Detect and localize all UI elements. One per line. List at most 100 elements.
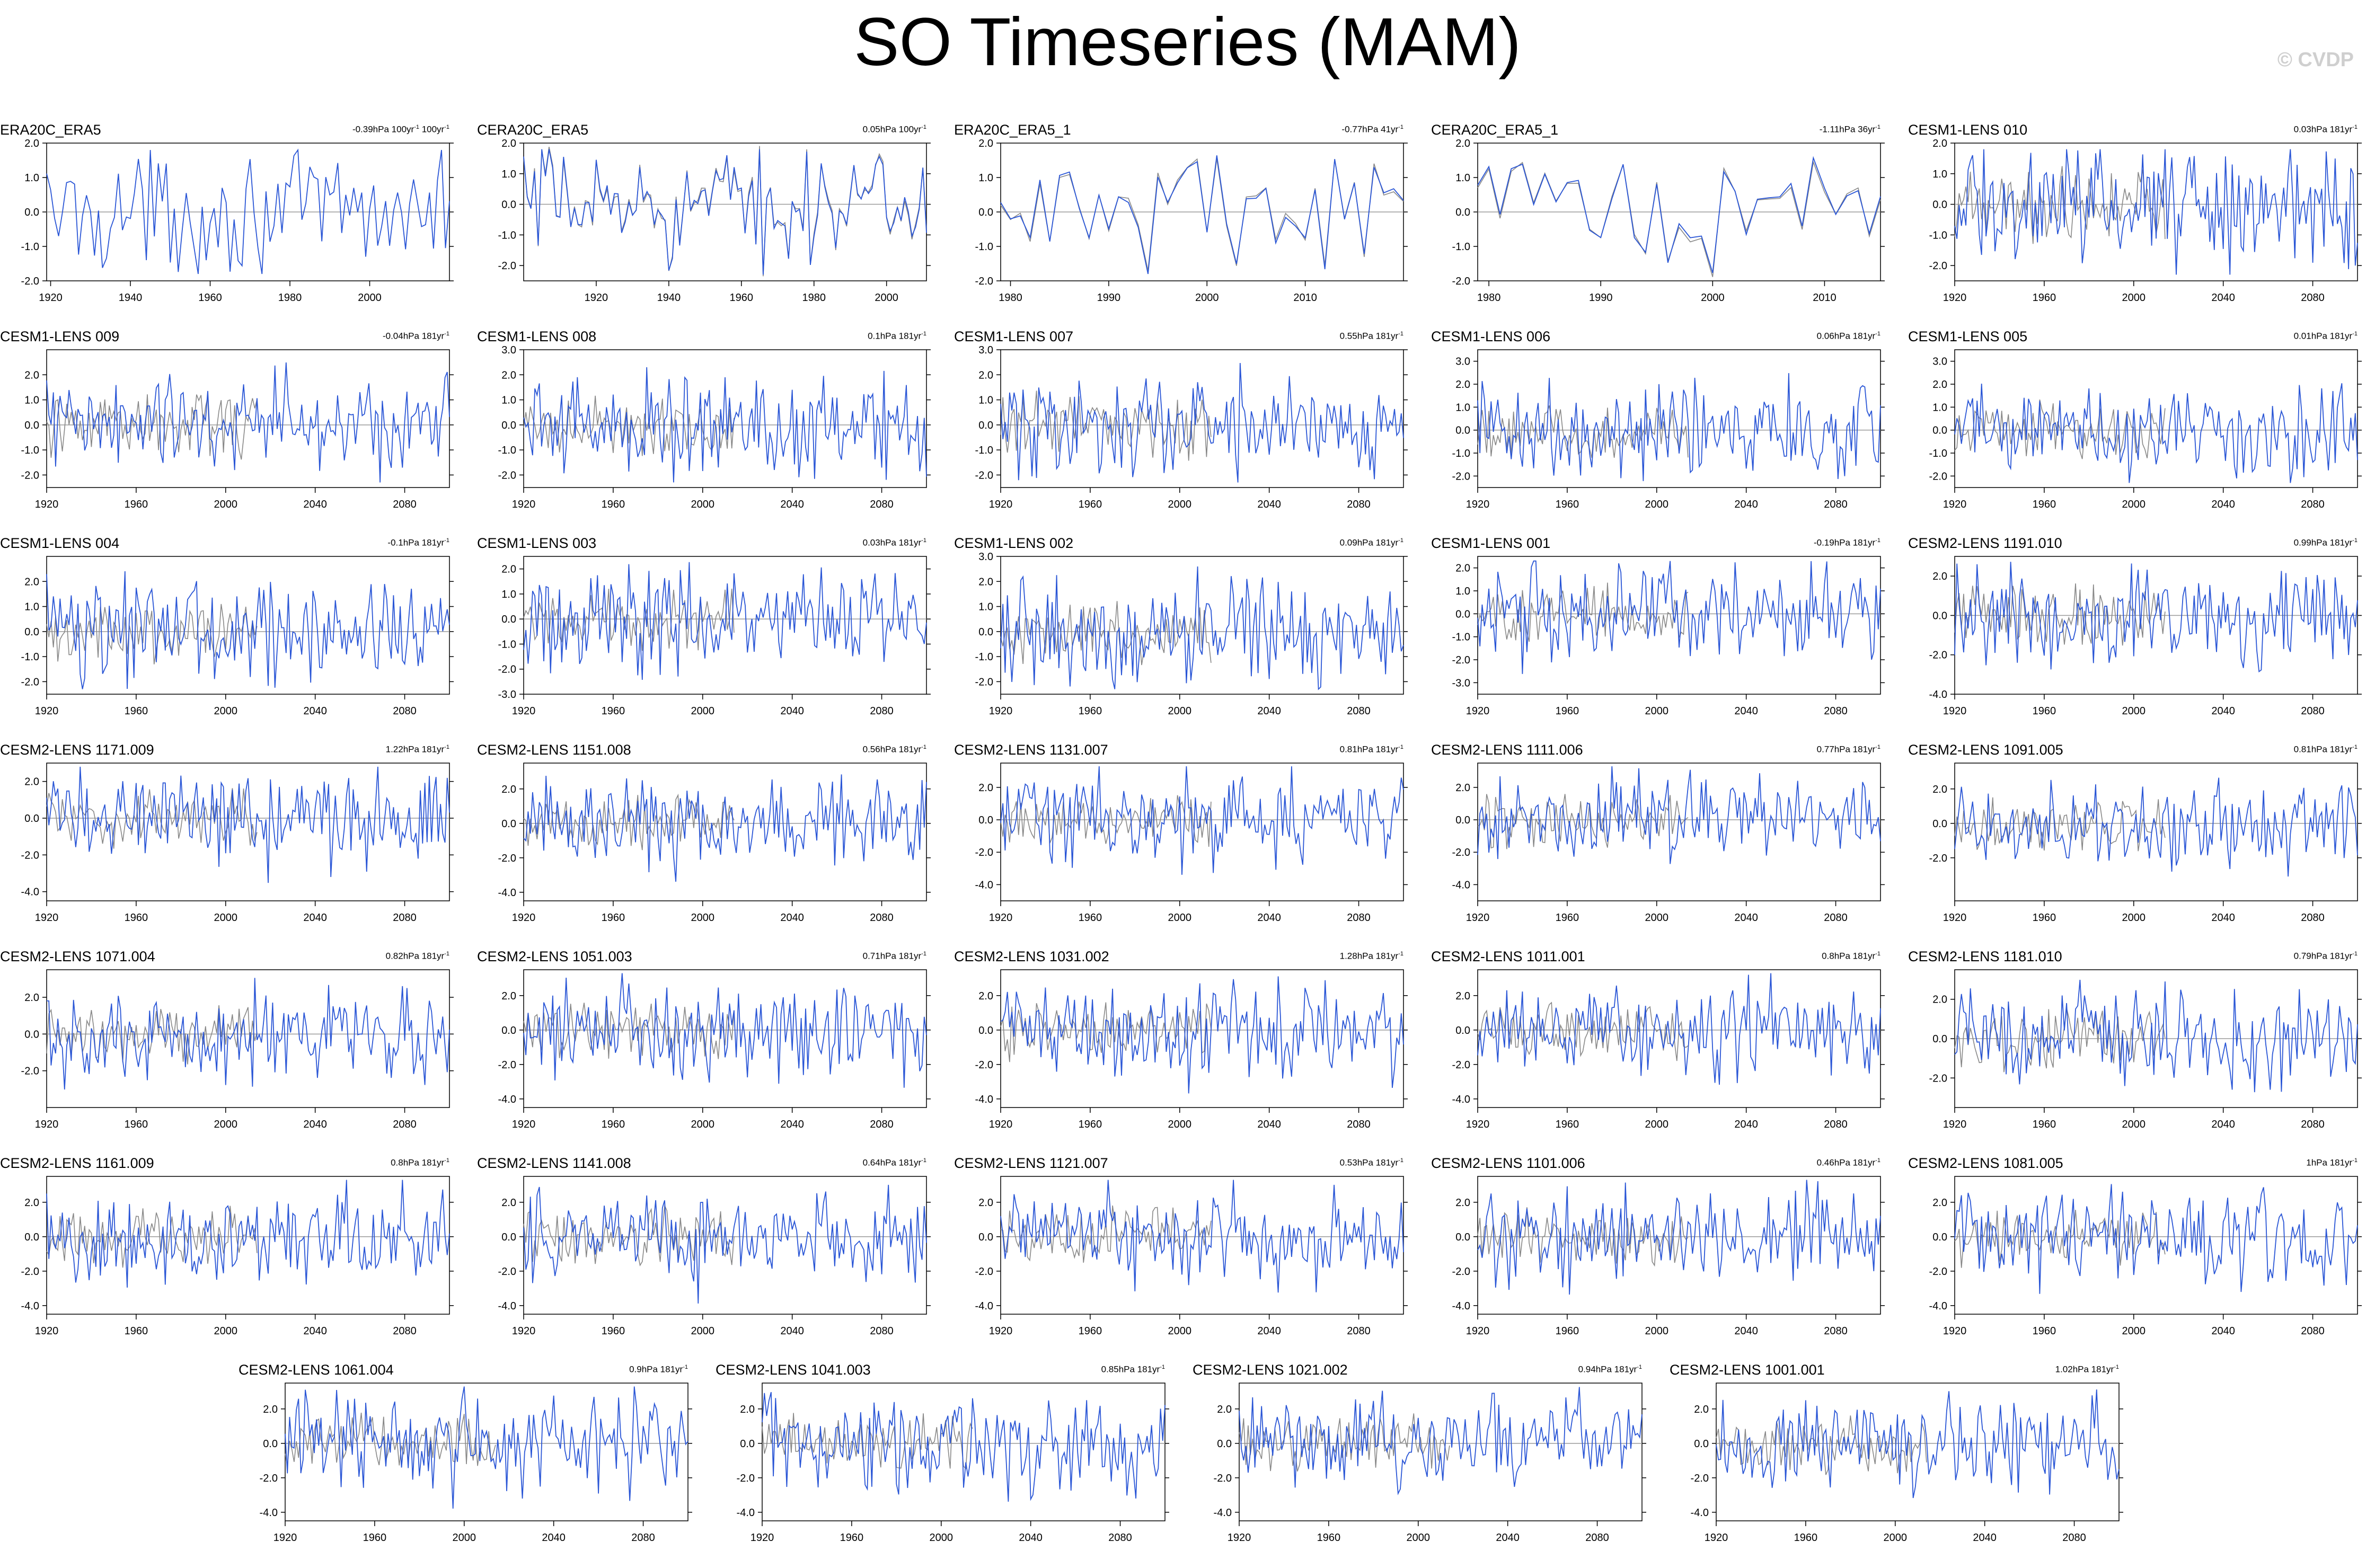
panel-title: CESM1-LENS 001 bbox=[1431, 535, 1551, 551]
panel-trend-label: 0.09hPa 181yr-1 bbox=[1340, 537, 1403, 548]
panel-title: CESM2-LENS 1121.007 bbox=[954, 1155, 1108, 1171]
x-tick-label: 2000 bbox=[691, 1325, 715, 1337]
y-tick-label: 2.0 bbox=[501, 784, 516, 795]
x-tick-label: 2080 bbox=[393, 705, 417, 717]
x-tick-label: 1960 bbox=[1079, 912, 1102, 924]
x-tick-label: 1960 bbox=[602, 912, 625, 924]
trend-value: 0.94hPa 181yr bbox=[1578, 1364, 1637, 1375]
y-tick-label: -2.0 bbox=[498, 664, 516, 676]
plot-frame bbox=[46, 349, 450, 488]
plot-frame bbox=[46, 969, 450, 1108]
plot-frame bbox=[1477, 349, 1881, 488]
x-tick-label: 1960 bbox=[1079, 1119, 1102, 1130]
x-tick-label: 1980 bbox=[278, 292, 302, 304]
model-series-line bbox=[1954, 149, 2358, 275]
x-tick-label: 2040 bbox=[2211, 499, 2235, 510]
y-tick-label: -2.0 bbox=[498, 1266, 516, 1278]
panel-plot: -2.0 -1.0 0.0 1.0 2.0 3.0 1920 1960 2000 2040 2080 bbox=[975, 551, 1408, 717]
x-tick-label: 2040 bbox=[303, 1119, 327, 1130]
plot-frame bbox=[1954, 556, 2358, 695]
x-tick-label: 1980 bbox=[802, 292, 826, 304]
x-tick-label: 2000 bbox=[2122, 912, 2146, 924]
trend-exponent: -1 bbox=[2352, 331, 2358, 337]
panel-trend-label: 0.06hPa 181yr-1 bbox=[1817, 331, 1880, 342]
x-tick-label: 2000 bbox=[2122, 1325, 2146, 1337]
y-tick-label: -2.0 bbox=[21, 1066, 39, 1077]
panel-trend-label: 0.46hPa 181yr-1 bbox=[1817, 1157, 1880, 1168]
timeseries-panel: -2.0 -1.0 0.0 1.0 2.0 1920 1960 2000 2040 2080 CES… bbox=[0, 525, 456, 726]
y-tick-label: -2.0 bbox=[498, 260, 516, 272]
model-series-line bbox=[1477, 1180, 1881, 1295]
x-tick-label: 1960 bbox=[2033, 705, 2056, 717]
timeseries-panel: -3.0 -2.0 -1.0 0.0 1.0 2.0 1920 1960 2000 2040 208… bbox=[477, 525, 933, 726]
x-tick-label: 2000 bbox=[1168, 1325, 1192, 1337]
x-tick-label: 1920 bbox=[35, 499, 59, 510]
plot-frame bbox=[1954, 1176, 2358, 1315]
x-tick-label: 1960 bbox=[1556, 1119, 1579, 1130]
panel-trend-label: 1hPa 181yr-1 bbox=[2306, 1157, 2358, 1168]
y-tick-label: 2.0 bbox=[978, 138, 993, 149]
y-tick-label: 0.0 bbox=[1455, 1025, 1470, 1037]
x-tick-label: 2040 bbox=[1734, 1119, 1758, 1130]
x-tick-label: 2080 bbox=[1347, 912, 1371, 924]
x-tick-label: 1960 bbox=[730, 292, 754, 304]
trend-value: 1hPa 181yr bbox=[2306, 1157, 2353, 1168]
panel-title: CESM2-LENS 1031.002 bbox=[954, 949, 1109, 964]
panel-trend-label: 1.28hPa 181yr-1 bbox=[1340, 951, 1403, 962]
x-tick-label: 1920 bbox=[989, 499, 1013, 510]
observed-series-line bbox=[1954, 166, 2166, 244]
x-tick-label: 2080 bbox=[870, 705, 894, 717]
observed-series-line bbox=[523, 588, 735, 651]
model-series-line bbox=[1477, 973, 1881, 1085]
x-tick-label: 1960 bbox=[1079, 499, 1102, 510]
x-tick-label: 2080 bbox=[870, 912, 894, 924]
x-tick-label: 1940 bbox=[119, 292, 143, 304]
x-tick-label: 2040 bbox=[1734, 1325, 1758, 1337]
y-tick-label: 0.0 bbox=[24, 207, 39, 218]
panel-plot: -4.0 -2.0 0.0 2.0 1920 1960 2000 2040 2080 bbox=[498, 1176, 931, 1337]
y-tick-label: -1.0 bbox=[21, 241, 39, 253]
y-tick-label: 0.0 bbox=[1694, 1438, 1709, 1450]
y-tick-label: 2.0 bbox=[1217, 1404, 1232, 1415]
x-tick-label: 1960 bbox=[2033, 912, 2056, 924]
y-tick-label: 3.0 bbox=[501, 344, 516, 356]
y-tick-label: 2.0 bbox=[978, 576, 993, 588]
panel-trend-label: 0.8hPa 181yr-1 bbox=[1822, 951, 1880, 962]
timeseries-panel: -2.0 -1.0 0.0 1.0 2.0 1920 1940 1960 1980 2000 CER… bbox=[477, 111, 933, 313]
y-tick-label: 0.0 bbox=[978, 207, 993, 218]
model-series-line bbox=[1000, 1180, 1404, 1293]
y-tick-label: -2.0 bbox=[1214, 1473, 1232, 1484]
x-tick-label: 1920 bbox=[35, 912, 59, 924]
panel-plot: -3.0 -2.0 -1.0 0.0 1.0 2.0 1920 1960 2000 2040 208… bbox=[1452, 556, 1885, 717]
x-tick-label: 2000 bbox=[2122, 1119, 2146, 1130]
plot-frame bbox=[1954, 763, 2358, 901]
y-tick-label: -4.0 bbox=[1691, 1507, 1709, 1519]
model-series-line bbox=[1954, 562, 2358, 673]
panel-title: CESM1-LENS 007 bbox=[954, 329, 1074, 344]
x-tick-label: 2040 bbox=[1019, 1532, 1043, 1544]
y-tick-label: -4.0 bbox=[21, 1300, 39, 1312]
x-tick-label: 1960 bbox=[1556, 912, 1579, 924]
panel-trend-label: -1.11hPa 36yr-1 bbox=[1820, 124, 1880, 135]
x-tick-label: 1920 bbox=[751, 1532, 774, 1544]
panel-plot: -4.0 -2.0 0.0 2.0 1920 1960 2000 2040 2080 bbox=[260, 1383, 692, 1544]
x-tick-label: 2040 bbox=[1973, 1532, 1997, 1544]
observed-series-line bbox=[523, 793, 735, 851]
y-tick-label: -2.0 bbox=[975, 1266, 993, 1278]
x-tick-label: 2080 bbox=[1824, 705, 1848, 717]
y-tick-label: -1.0 bbox=[498, 639, 516, 650]
x-tick-label: 1960 bbox=[125, 499, 148, 510]
panel-plot: -2.0 -1.0 0.0 1.0 2.0 3.0 1920 1960 2000 2040 2080 bbox=[1929, 349, 2362, 510]
observed-series-line bbox=[1477, 405, 1689, 458]
y-tick-label: 2.0 bbox=[263, 1404, 278, 1415]
y-tick-label: 1.0 bbox=[978, 601, 993, 613]
x-tick-label: 2000 bbox=[2122, 292, 2146, 304]
model-series-line bbox=[1477, 560, 1881, 674]
x-tick-label: 2000 bbox=[214, 912, 238, 924]
y-tick-label: 2.0 bbox=[24, 576, 39, 588]
x-tick-label: 2080 bbox=[2301, 1119, 2325, 1130]
timeseries-panel: -4.0 -2.0 0.0 2.0 1920 1960 2000 2040 2080 CESM2-… bbox=[239, 1351, 694, 1553]
trend-value: 0.81hPa 181yr bbox=[1339, 744, 1399, 755]
panel-title: CESM2-LENS 1021.002 bbox=[1193, 1362, 1348, 1378]
trend-value: 0.55hPa 181yr bbox=[1339, 331, 1399, 341]
